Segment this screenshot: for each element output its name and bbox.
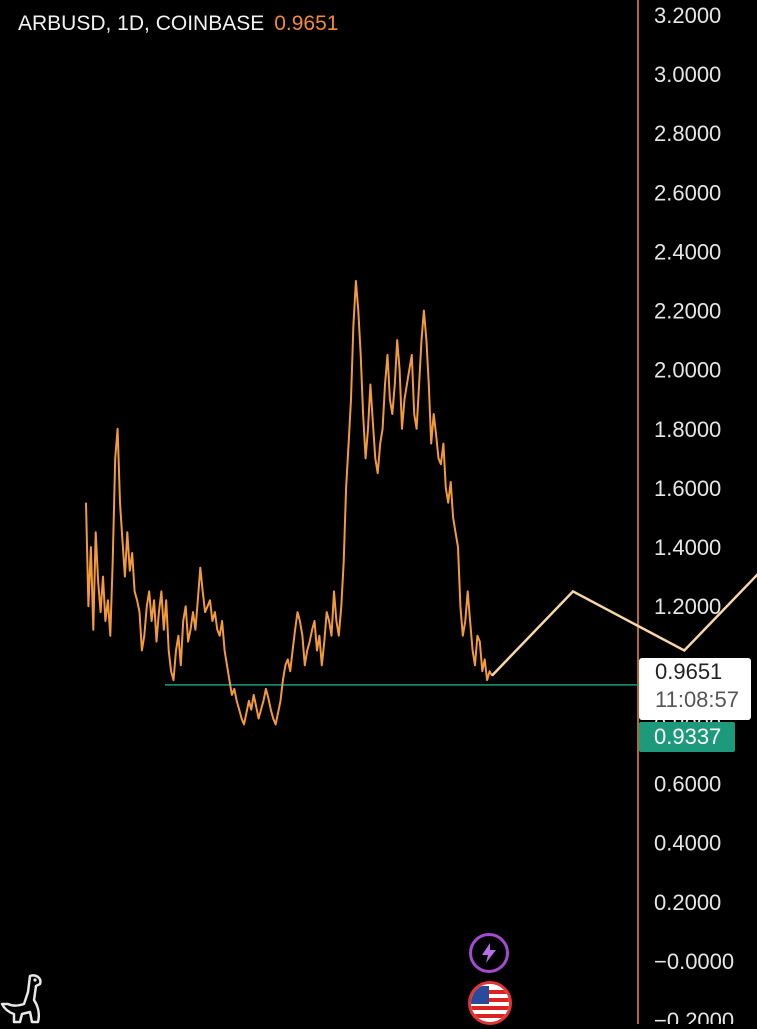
last-price-label: 0.9651 — [274, 12, 339, 35]
y-axis-ticks: 3.2000 3.0000 2.8000 2.6000 2.4000 2.2000 2.00… — [654, 3, 734, 1024]
y-tick-label: 2.2000 — [654, 299, 721, 324]
y-tick-label: 1.4000 — [654, 535, 721, 560]
chart-title: ARBUSD, 1D, COINBASE 0.9651 — [18, 12, 338, 36]
lightning-icon[interactable] — [469, 933, 509, 973]
y-tick-label: 1.2000 — [654, 594, 721, 619]
y-tick-label: 2.0000 — [654, 358, 721, 383]
price-series-line — [85, 280, 493, 726]
y-tick-label: 2.8000 — [654, 121, 721, 146]
y-tick-label: 3.0000 — [654, 62, 721, 87]
support-level-badge: 0.9337 — [639, 722, 735, 752]
y-tick-label: 3.2000 — [654, 3, 721, 28]
us-flag-icon[interactable] — [468, 981, 512, 1025]
bar-countdown: 11:08:57 — [655, 687, 740, 712]
dinosaur-logo-icon — [0, 970, 54, 1024]
y-tick-label: 0.6000 — [654, 772, 721, 797]
current-price-value: 0.9651 — [655, 659, 723, 684]
current-price-badge: 0.9651 11:08:57 — [639, 658, 751, 720]
y-tick-label: 2.4000 — [654, 239, 721, 264]
y-tick-label: −0.2000 — [654, 1008, 734, 1024]
y-tick-label: 0.4000 — [654, 831, 721, 856]
y-tick-label: 1.8000 — [654, 417, 721, 442]
y-tick-label: −0.0000 — [654, 949, 734, 974]
y-tick-label: 2.6000 — [654, 180, 721, 205]
projection-arrow-path — [491, 573, 757, 677]
y-tick-label: 0.2000 — [654, 890, 721, 915]
symbol-label: ARBUSD, 1D, COINBASE — [18, 12, 265, 35]
y-tick-label: 1.6000 — [654, 476, 721, 501]
